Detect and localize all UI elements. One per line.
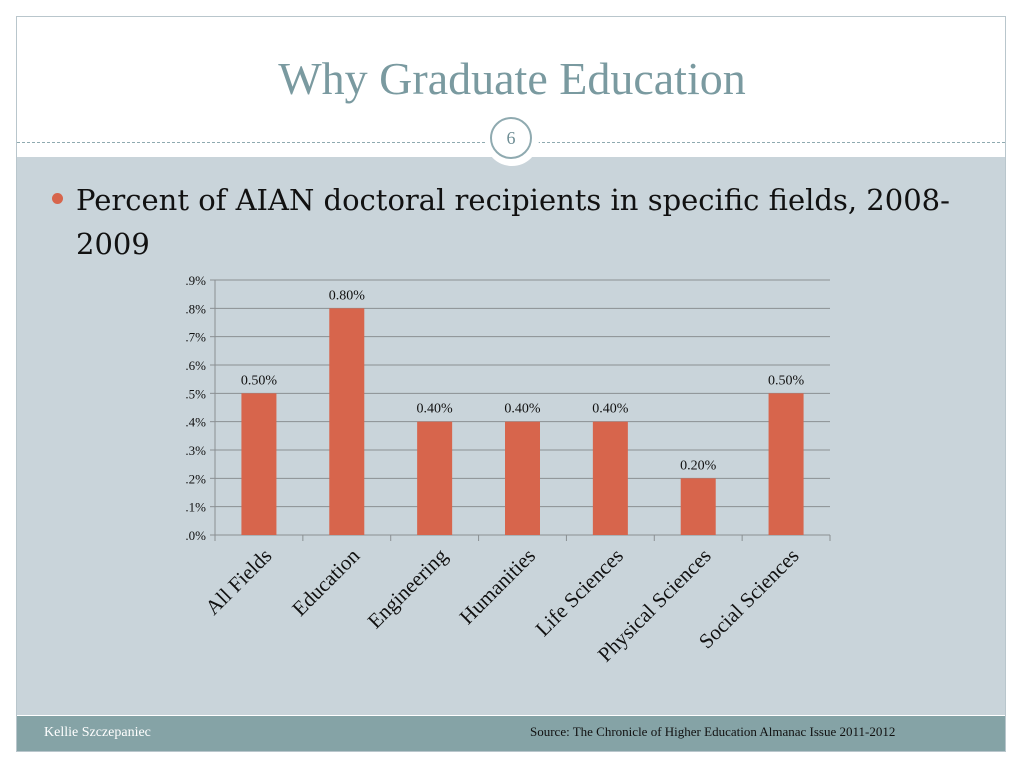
data-label: 0.40% [592, 402, 629, 417]
data-label: 0.40% [504, 402, 541, 417]
y-tick-label: .8% [185, 301, 206, 316]
bar [241, 393, 277, 535]
y-tick-label: .0% [185, 528, 206, 543]
y-tick-label: .9% [185, 273, 206, 288]
y-tick-label: .2% [185, 471, 206, 486]
y-tick-label: .3% [185, 443, 206, 458]
bullet-dot-icon [52, 193, 63, 204]
bar [505, 421, 540, 535]
y-tick-label: .6% [185, 358, 206, 373]
category-label: All Fields [200, 544, 276, 620]
data-label: 0.80% [329, 288, 366, 303]
category-label: Humanities [455, 544, 540, 629]
footer-bar [17, 716, 1005, 751]
bar [680, 478, 716, 535]
y-tick-label: .5% [185, 386, 206, 401]
slide-title: Why Graduate Education [278, 53, 746, 104]
data-label: 0.50% [768, 373, 805, 388]
slide-frame [16, 16, 1006, 752]
y-tick-label: .4% [185, 415, 206, 430]
bullet-text: Percent of AIAN doctoral recipients in s… [76, 183, 950, 261]
bar [768, 393, 804, 535]
page-number: 6 [490, 117, 532, 159]
data-label: 0.20% [680, 458, 717, 473]
category-label: Life Sciences [531, 544, 628, 641]
data-label: 0.50% [241, 373, 278, 388]
footer-source: Source: The Chronicle of Higher Educatio… [530, 724, 896, 739]
bar [329, 308, 365, 535]
footer-author: Kellie Szczepaniec [44, 725, 151, 740]
bar [417, 421, 453, 535]
y-tick-label: .1% [185, 500, 206, 515]
bar [592, 421, 628, 535]
category-label: Engineering [363, 543, 453, 633]
data-label: 0.40% [417, 402, 454, 417]
category-label: Education [287, 543, 365, 621]
y-tick-label: .7% [185, 330, 206, 345]
